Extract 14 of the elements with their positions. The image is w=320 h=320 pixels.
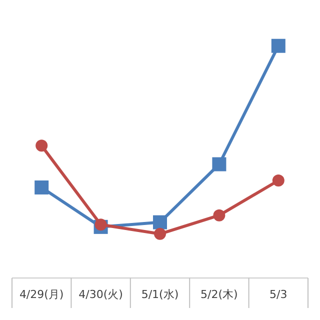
point [271,38,286,53]
point [94,218,107,231]
point [154,228,166,240]
x-tick-label: 5/3 [270,288,288,301]
point [212,157,226,172]
x-tick-label: 5/2(木) [200,288,238,301]
point [34,180,49,194]
x-tick-label: 4/29(月) [19,288,64,301]
point [272,174,284,186]
x-tick-label: 5/1(水) [141,288,179,301]
point [36,140,48,152]
point [153,215,167,230]
point [213,209,226,222]
x-tick-label: 4/30(火) [78,288,123,301]
